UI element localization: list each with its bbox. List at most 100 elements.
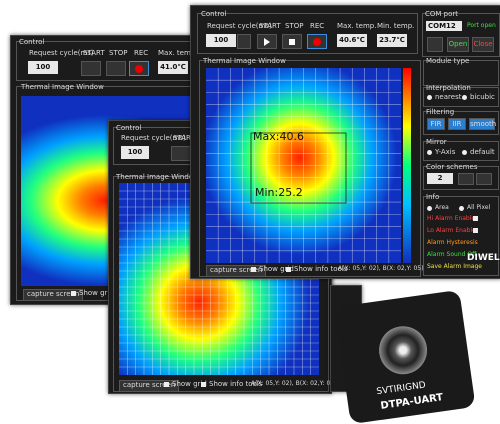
search-button[interactable] (427, 37, 443, 52)
radio[interactable] (427, 206, 432, 211)
label: Show info tools (209, 380, 263, 388)
settings-box (423, 166, 499, 190)
label: Mirror (426, 138, 447, 146)
radio[interactable] (462, 95, 467, 100)
settings-box (423, 60, 499, 86)
label: Min. temp. (377, 22, 415, 30)
color-bar (403, 68, 411, 263)
label: Thermal Image Window (21, 83, 104, 91)
label: Hi Alarm Enable (427, 215, 476, 222)
thermal-image (206, 68, 401, 263)
label: Area (435, 204, 449, 211)
front-window: Control Request cycle(ms) 100 START STOP… (190, 5, 500, 279)
scheme-input[interactable]: 2 (427, 173, 453, 184)
checkbox[interactable] (71, 291, 76, 296)
logo: DIWELL (467, 253, 500, 263)
next-button[interactable] (476, 173, 492, 185)
label: REC (310, 22, 325, 30)
min-temp: 23.7℃ (377, 34, 407, 47)
rec-button[interactable] (129, 61, 149, 76)
sensor-board: SVTIRIGND DTPA-UART (334, 289, 476, 424)
label: A(X: 05,Y: 02), B(X: 02,Y: 05) (338, 265, 424, 272)
prev-button[interactable] (458, 173, 474, 185)
label: A(X: 05,Y: 02), B(X: 02,Y: 05) (251, 380, 337, 387)
label: Thermal Image Window (116, 173, 199, 181)
start-button[interactable] (257, 34, 277, 49)
max-temp: 40.6℃ (337, 34, 367, 47)
label: Max:40.6 (253, 130, 304, 143)
max-temp: 41.0℃ (158, 61, 188, 74)
label: DTPA-UART (379, 392, 444, 412)
label: STOP (285, 22, 304, 30)
spin[interactable] (237, 34, 251, 49)
label: default (470, 148, 495, 156)
control-box (197, 13, 418, 54)
capture-button[interactable]: capture screen (119, 380, 180, 392)
rec-button[interactable] (307, 34, 327, 49)
input[interactable]: 100 (28, 61, 58, 74)
label: STOP (109, 49, 128, 57)
label: Control (201, 10, 227, 18)
stop-button[interactable] (282, 34, 302, 49)
label: Show info tools (294, 265, 348, 273)
start-button[interactable] (171, 146, 191, 161)
label: STAR (173, 134, 191, 142)
start-button[interactable] (81, 61, 101, 76)
stop-button[interactable] (106, 61, 126, 76)
settings-box (423, 196, 499, 276)
input[interactable]: 100 (121, 146, 149, 159)
label: Alarm Sound Off (427, 251, 477, 258)
label: Filtering (426, 108, 455, 116)
label: All Pixel (467, 204, 491, 211)
label: Request cycle(ms) (29, 49, 94, 57)
checkbox[interactable] (164, 382, 169, 387)
checkbox[interactable] (201, 382, 206, 387)
open-button[interactable]: Open (447, 37, 469, 52)
label: REC (134, 49, 149, 57)
label: Alarm Hysteresis (427, 239, 478, 246)
settings-box (423, 111, 499, 135)
checkbox[interactable] (473, 228, 478, 233)
radio[interactable] (462, 150, 467, 155)
smooth-button[interactable]: smooth (469, 118, 497, 130)
iir-button[interactable]: IIR (448, 118, 466, 130)
radio[interactable] (427, 150, 432, 155)
radio[interactable] (427, 95, 432, 100)
capture-button[interactable]: capture screen (206, 265, 267, 277)
checkbox[interactable] (286, 267, 291, 272)
label: Max. temp. (158, 49, 198, 57)
label: Min:25.2 (255, 186, 303, 199)
label: Interpolation (426, 84, 471, 92)
label: Max. temp. (337, 22, 377, 30)
fir-button[interactable]: FIR (427, 118, 445, 130)
lens (375, 323, 431, 378)
label: Save Alarm Image (427, 263, 482, 270)
label: bicubic (470, 93, 495, 101)
label: Show grid (259, 265, 294, 273)
close-button[interactable]: Close (472, 37, 494, 52)
com-select[interactable]: COM12 (426, 21, 462, 31)
label: Y-Axis (435, 148, 456, 156)
info-box (250, 132, 347, 204)
label: Module type (426, 57, 470, 65)
capture-button[interactable]: capture screen (23, 289, 84, 301)
label: Thermal Image Window (203, 57, 286, 65)
label: Control (19, 38, 45, 46)
label: Request cycle(ms) (121, 134, 186, 142)
label: Request cycle(ms) (207, 22, 272, 30)
label: nearest (435, 93, 462, 101)
input[interactable]: 100 (206, 34, 236, 47)
radio[interactable] (459, 206, 464, 211)
label: Lo Alarm Enable (427, 227, 476, 234)
checkbox[interactable] (251, 267, 256, 272)
label: START (83, 49, 105, 57)
label: START (259, 22, 281, 30)
label: Port open (467, 22, 496, 29)
label: COM port (425, 10, 459, 18)
settings-box (423, 87, 499, 107)
label: Control (116, 124, 142, 132)
checkbox[interactable] (473, 216, 478, 221)
label: Show grid (172, 380, 207, 388)
label: Show grid (79, 289, 114, 297)
